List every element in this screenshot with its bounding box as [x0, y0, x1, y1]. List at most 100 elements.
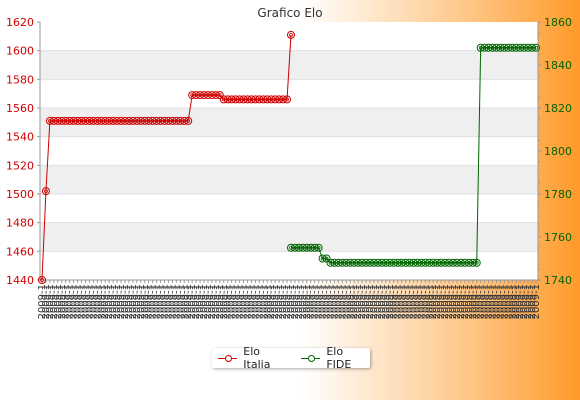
data-point-elo-fide[interactable]	[366, 258, 375, 267]
data-point-elo-italia[interactable]	[211, 91, 220, 100]
data-point-elo-italia[interactable]	[172, 116, 181, 125]
data-point-elo-fide[interactable]	[342, 258, 351, 267]
data-point-elo-fide[interactable]	[409, 258, 418, 267]
data-point-elo-fide[interactable]	[508, 43, 517, 52]
data-point-elo-italia[interactable]	[73, 116, 82, 125]
data-point-elo-italia[interactable]	[113, 116, 122, 125]
data-point-elo-italia[interactable]	[156, 116, 165, 125]
data-point-elo-italia[interactable]	[85, 116, 94, 125]
data-point-elo-italia[interactable]	[231, 95, 240, 104]
data-point-elo-fide[interactable]	[346, 258, 355, 267]
data-point-elo-fide[interactable]	[452, 258, 461, 267]
data-point-elo-fide[interactable]	[389, 258, 398, 267]
data-point-elo-fide[interactable]	[294, 243, 303, 252]
data-point-elo-fide[interactable]	[484, 43, 493, 52]
data-point-elo-fide[interactable]	[358, 258, 367, 267]
data-point-elo-italia[interactable]	[93, 116, 102, 125]
data-point-elo-italia[interactable]	[263, 95, 272, 104]
data-point-elo-fide[interactable]	[460, 258, 469, 267]
data-point-elo-fide[interactable]	[310, 243, 319, 252]
data-point-elo-fide[interactable]	[441, 258, 450, 267]
data-point-elo-fide[interactable]	[397, 258, 406, 267]
data-point-elo-italia[interactable]	[164, 116, 173, 125]
data-point-elo-italia[interactable]	[271, 95, 280, 104]
data-point-elo-fide[interactable]	[480, 43, 489, 52]
data-point-elo-fide[interactable]	[456, 258, 465, 267]
data-point-elo-fide[interactable]	[330, 258, 339, 267]
data-point-elo-fide[interactable]	[290, 243, 299, 252]
data-point-elo-fide[interactable]	[496, 43, 505, 52]
data-point-elo-italia[interactable]	[148, 116, 157, 125]
data-point-elo-fide[interactable]	[322, 254, 331, 263]
data-point-elo-fide[interactable]	[302, 243, 311, 252]
data-point-elo-italia[interactable]	[49, 116, 58, 125]
data-point-elo-italia[interactable]	[180, 116, 189, 125]
data-point-elo-italia[interactable]	[227, 95, 236, 104]
data-point-elo-italia[interactable]	[124, 116, 133, 125]
data-point-elo-italia[interactable]	[41, 187, 50, 196]
data-point-elo-italia[interactable]	[283, 95, 292, 104]
data-point-elo-fide[interactable]	[476, 43, 485, 52]
data-point-elo-italia[interactable]	[101, 116, 110, 125]
data-point-elo-italia[interactable]	[45, 116, 54, 125]
data-point-elo-fide[interactable]	[449, 258, 458, 267]
data-point-elo-italia[interactable]	[200, 91, 209, 100]
data-point-elo-italia[interactable]	[38, 276, 46, 284]
data-point-elo-fide[interactable]	[437, 258, 446, 267]
data-point-elo-italia[interactable]	[275, 95, 284, 104]
data-point-elo-italia[interactable]	[203, 91, 212, 100]
data-point-elo-italia[interactable]	[247, 95, 256, 104]
data-point-elo-italia[interactable]	[160, 116, 169, 125]
data-point-elo-fide[interactable]	[488, 43, 497, 52]
data-point-elo-fide[interactable]	[516, 43, 525, 52]
data-point-elo-fide[interactable]	[532, 43, 540, 52]
data-point-elo-fide[interactable]	[401, 258, 410, 267]
data-point-elo-italia[interactable]	[286, 30, 295, 39]
data-point-elo-italia[interactable]	[259, 95, 268, 104]
data-point-elo-italia[interactable]	[219, 95, 228, 104]
data-point-elo-fide[interactable]	[286, 243, 295, 252]
data-point-elo-italia[interactable]	[267, 95, 276, 104]
data-point-elo-italia[interactable]	[235, 95, 244, 104]
data-point-elo-fide[interactable]	[318, 254, 327, 263]
data-point-elo-italia[interactable]	[89, 116, 98, 125]
data-point-elo-fide[interactable]	[524, 43, 533, 52]
data-point-elo-fide[interactable]	[472, 258, 481, 267]
data-point-elo-fide[interactable]	[381, 258, 390, 267]
data-point-elo-fide[interactable]	[528, 43, 537, 52]
data-point-elo-fide[interactable]	[405, 258, 414, 267]
data-point-elo-fide[interactable]	[500, 43, 509, 52]
data-point-elo-fide[interactable]	[385, 258, 394, 267]
data-point-elo-italia[interactable]	[69, 116, 78, 125]
data-point-elo-italia[interactable]	[128, 116, 137, 125]
data-point-elo-italia[interactable]	[188, 91, 197, 100]
data-point-elo-fide[interactable]	[429, 258, 438, 267]
data-point-elo-fide[interactable]	[421, 258, 430, 267]
data-point-elo-italia[interactable]	[251, 95, 260, 104]
data-point-elo-fide[interactable]	[425, 258, 434, 267]
data-point-elo-fide[interactable]	[326, 258, 335, 267]
data-point-elo-fide[interactable]	[334, 258, 343, 267]
data-point-elo-italia[interactable]	[207, 91, 216, 100]
data-point-elo-fide[interactable]	[433, 258, 442, 267]
data-point-elo-italia[interactable]	[105, 116, 114, 125]
data-point-elo-italia[interactable]	[144, 116, 153, 125]
data-point-elo-italia[interactable]	[65, 116, 74, 125]
data-point-elo-italia[interactable]	[140, 116, 149, 125]
data-point-elo-italia[interactable]	[61, 116, 70, 125]
data-point-elo-italia[interactable]	[57, 116, 66, 125]
data-point-elo-fide[interactable]	[354, 258, 363, 267]
data-point-elo-italia[interactable]	[120, 116, 129, 125]
data-point-elo-italia[interactable]	[168, 116, 177, 125]
data-point-elo-italia[interactable]	[53, 116, 62, 125]
data-point-elo-fide[interactable]	[492, 43, 501, 52]
data-point-elo-italia[interactable]	[243, 95, 252, 104]
data-point-elo-fide[interactable]	[520, 43, 529, 52]
data-point-elo-italia[interactable]	[136, 116, 145, 125]
data-point-elo-italia[interactable]	[81, 116, 90, 125]
data-point-elo-fide[interactable]	[298, 243, 307, 252]
data-point-elo-fide[interactable]	[369, 258, 378, 267]
data-point-elo-fide[interactable]	[306, 243, 315, 252]
data-point-elo-fide[interactable]	[445, 258, 454, 267]
data-point-elo-fide[interactable]	[338, 258, 347, 267]
